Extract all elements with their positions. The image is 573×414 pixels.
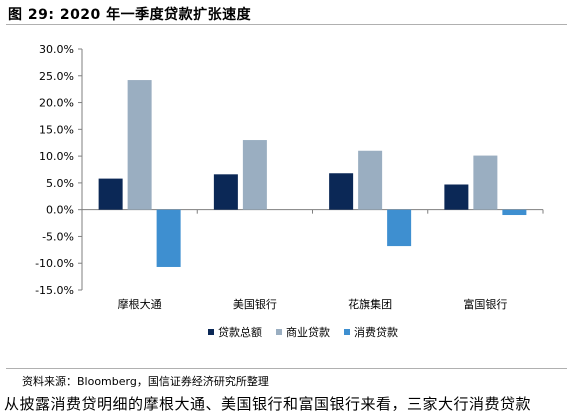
bar	[242, 140, 267, 210]
figure-title: 图 29: 2020 年一季度贷款扩张速度	[8, 7, 252, 23]
bar	[358, 150, 383, 210]
y-tick-label: 5.0%	[46, 177, 74, 190]
title-divider	[6, 24, 567, 25]
y-tick-label: 15.0%	[39, 123, 74, 136]
bar	[387, 209, 412, 247]
source-note: 资料来源：Bloomberg，国信证券经济研究所整理	[22, 375, 269, 388]
legend-swatch	[344, 329, 350, 335]
legend-swatch	[208, 329, 214, 335]
bar	[502, 209, 527, 216]
bar	[473, 155, 498, 210]
legend-swatch	[276, 329, 282, 335]
y-axis: 30.0% 25.0% 20.0% 15.0% 10.0% 5.0% 0.0% -5.0% -1…	[35, 43, 83, 297]
y-tick-label: -10.0%	[35, 257, 74, 270]
y-tick-label: -5.0%	[42, 230, 74, 243]
y-tick-label: 0.0%	[46, 204, 74, 217]
legend: 贷款总额 商业贷款 消费贷款	[208, 325, 398, 339]
bar	[329, 173, 354, 210]
body-text-line: 从披露消费贷明细的摩根大通、美国银行和富国银行来看，三家大行消费贷款	[4, 395, 532, 413]
bars	[98, 80, 527, 267]
bar	[213, 174, 238, 210]
y-tick-label: 20.0%	[39, 97, 74, 110]
category-label: 富国银行	[463, 297, 507, 311]
bar	[98, 178, 123, 210]
category-label: 美国银行	[233, 297, 277, 311]
y-tick-label: 10.0%	[39, 150, 74, 163]
bar-chart: 30.0% 25.0% 20.0% 15.0% 10.0% 5.0% 0.0% -5.0% -1…	[35, 43, 544, 339]
y-tick-label: 25.0%	[39, 70, 74, 83]
category-label: 花旗集团	[348, 297, 392, 311]
legend-label: 贷款总额	[218, 325, 262, 339]
x-axis	[81, 209, 544, 214]
category-labels: 摩根大通 美国银行 花旗集团 富国银行	[118, 297, 508, 311]
legend-label: 消费贷款	[354, 325, 398, 339]
bar	[127, 80, 152, 210]
legend-label: 商业贷款	[286, 325, 330, 339]
bar	[156, 209, 181, 267]
category-label: 摩根大通	[118, 297, 162, 311]
source-divider	[6, 368, 567, 369]
y-tick-label: -15.0%	[35, 284, 74, 297]
bar	[444, 184, 469, 210]
y-tick-label: 30.0%	[39, 43, 74, 56]
